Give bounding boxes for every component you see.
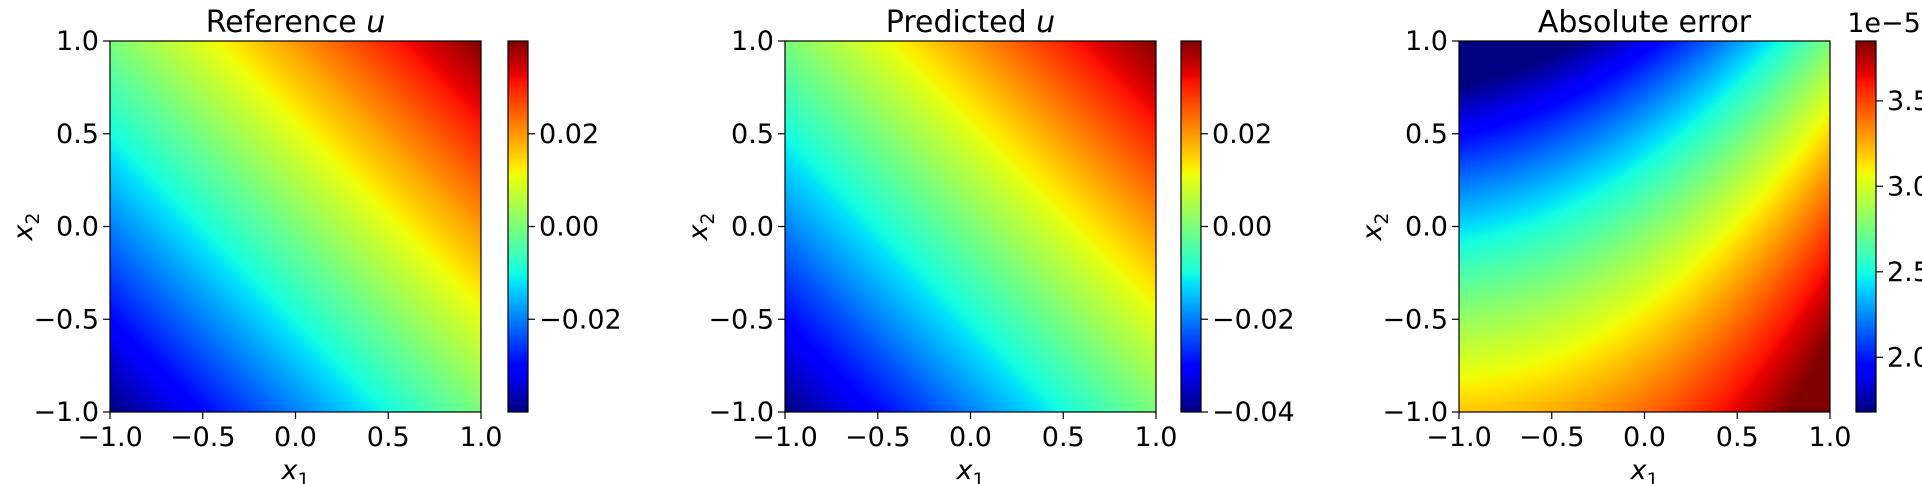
y-axis-label-subscript: 2	[1371, 212, 1393, 224]
x-tick-label: 0.5	[1716, 422, 1759, 453]
panel-title-variable: u	[366, 5, 385, 40]
x-axis-label-subscript: 1	[297, 469, 309, 484]
panel-3: −1.0 −0.5 0.0 0.5 1.0 −1.0 −0.5 0.0 0.5 1.0 Absolu…	[1357, 5, 1922, 484]
panel-title: Predicted u	[886, 5, 1055, 40]
colorbar: −0.04 −0.02 0.00 0.02	[1180, 40, 1295, 428]
x-axis-label: x1	[955, 455, 984, 484]
x-tick-label: 0.0	[1623, 422, 1666, 453]
x-tick-label: 0.5	[367, 422, 410, 453]
colorbar-tick-label: 0.00	[1212, 212, 1272, 243]
colorbar-gradient	[1181, 41, 1201, 412]
x-tick-label: −0.5	[170, 422, 236, 453]
x-axis-label: x1	[1629, 455, 1658, 484]
panel-title: Reference u	[206, 5, 386, 40]
y-axis-label-main: x	[8, 224, 39, 242]
colorbar-tick-label: −0.04	[1212, 397, 1295, 428]
y-tick-label: −1.0	[708, 397, 774, 428]
colorbar-tick-label: 0.00	[539, 212, 599, 243]
x-axis-label-main: x	[1629, 455, 1647, 484]
y-tick-label: 0.5	[1405, 119, 1448, 150]
x-axis-label: x1	[280, 455, 309, 484]
heatmap-image	[785, 41, 1156, 412]
colorbar-tick-label: 2.0	[1887, 342, 1922, 373]
x-tick-label: 0.5	[1042, 422, 1085, 453]
heatmap-image	[110, 41, 481, 412]
y-tick-label: 1.0	[1405, 26, 1448, 57]
y-tick-label: 0.0	[56, 212, 99, 243]
colorbar: −0.02 0.00 0.02	[507, 40, 622, 413]
y-axis-label-subscript: 2	[22, 212, 44, 224]
x-axis-label-subscript: 1	[972, 469, 984, 484]
colorbar-offset-text: 1e−5	[1847, 8, 1921, 39]
x-tick-label: 1.0	[1135, 422, 1178, 453]
y-tick-label: 1.0	[731, 26, 774, 57]
heatmap-image	[1459, 41, 1830, 412]
x-tick-label: −0.5	[845, 422, 911, 453]
y-axis-label: x2	[1357, 212, 1393, 241]
x-tick-label: −1.0	[752, 422, 818, 453]
panel-title-text: Predicted	[886, 5, 1036, 40]
x-tick-label: −1.0	[77, 422, 143, 453]
colorbar-tick-label: −0.02	[539, 304, 622, 335]
y-axis-label-subscript: 2	[697, 212, 719, 224]
y-axis-label: x2	[683, 212, 719, 241]
x-tick-label: 0.0	[274, 422, 317, 453]
y-tick-label: −0.5	[33, 304, 99, 335]
y-tick-label: −1.0	[1382, 397, 1448, 428]
colorbar-tick-label: −0.02	[1212, 304, 1295, 335]
x-tick-label: 0.0	[949, 422, 992, 453]
x-tick-label: 1.0	[1809, 422, 1852, 453]
panel-title: Absolute error	[1538, 5, 1752, 40]
panel-title-text: Reference	[206, 5, 367, 40]
y-tick-label: 0.0	[731, 212, 774, 243]
y-tick-label: −0.5	[708, 304, 774, 335]
y-axis-label-main: x	[1357, 224, 1388, 242]
colorbar-tick-label: 3.5	[1887, 86, 1922, 117]
y-axis-label: x2	[8, 212, 44, 241]
x-axis-label-subscript: 1	[1646, 469, 1658, 484]
panel-1: −1.0 −0.5 0.0 0.5 1.0 −1.0 −0.5 0.0 0.5 1.0 Refere…	[8, 5, 622, 484]
y-tick-label: 0.0	[1405, 212, 1448, 243]
x-tick-label: −1.0	[1426, 422, 1492, 453]
y-axis-label-main: x	[683, 224, 714, 242]
y-tick-label: 0.5	[731, 119, 774, 150]
y-tick-label: 0.5	[56, 119, 99, 150]
y-tick-label: −1.0	[33, 397, 99, 428]
x-axis-label-main: x	[955, 455, 973, 484]
y-tick-label: 1.0	[56, 26, 99, 57]
colorbar-gradient	[508, 41, 528, 412]
x-tick-label: 1.0	[460, 422, 503, 453]
colorbar-frame	[1855, 40, 1877, 413]
colorbar-gradient	[1856, 41, 1876, 412]
colorbar-tick-label: 0.02	[1212, 119, 1272, 150]
panel-title-text: Absolute error	[1538, 5, 1752, 40]
colorbar-tick-label: 2.5	[1887, 257, 1922, 288]
panel-title-variable: u	[1036, 5, 1055, 40]
x-axis-label-main: x	[280, 455, 298, 484]
colorbar: 2.0 2.5 3.0 3.5 1e−5	[1847, 8, 1922, 413]
colorbar-tick-label: 3.0	[1887, 171, 1922, 202]
colorbar-tick-label: 0.02	[539, 119, 599, 150]
x-tick-label: −0.5	[1519, 422, 1585, 453]
y-tick-label: −0.5	[1382, 304, 1448, 335]
panel-2: −1.0 −0.5 0.0 0.5 1.0 −1.0 −0.5 0.0 0.5 1.0 Predic…	[683, 5, 1295, 484]
